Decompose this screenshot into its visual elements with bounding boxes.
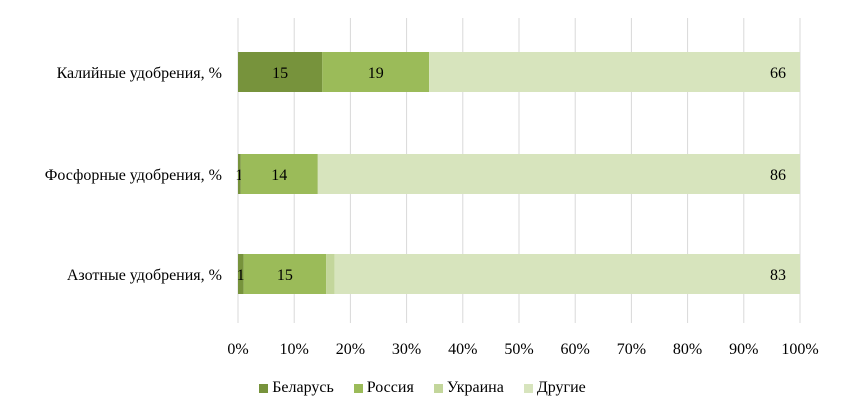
x-tick-label: 100% — [781, 341, 818, 358]
data-label: 19 — [368, 65, 384, 82]
bar-segment — [238, 254, 244, 294]
x-tick-label: 90% — [729, 341, 758, 358]
bar-segment — [322, 52, 430, 92]
x-tick-label: 60% — [561, 341, 590, 358]
data-label: 14 — [271, 167, 287, 184]
legend-item: Другие — [523, 379, 586, 397]
legend: Беларусь Россия Украина Другие — [0, 376, 845, 400]
x-tick-label: 70% — [617, 341, 646, 358]
legend-item: Украина — [433, 379, 504, 397]
legend-swatch — [433, 383, 443, 393]
category-label: Фосфорные удобрения, % — [45, 167, 222, 184]
legend-label: Беларусь — [272, 379, 334, 396]
x-tick-label: 50% — [504, 341, 533, 358]
bar-segment — [238, 52, 323, 92]
x-tick-label: 20% — [336, 341, 365, 358]
data-label: 83 — [770, 267, 786, 284]
bar-segment — [429, 52, 800, 92]
category-label: Азотные удобрения, % — [67, 267, 222, 284]
data-label: 66 — [770, 65, 786, 82]
legend-label: Украина — [446, 379, 504, 396]
category-labels: Калийные удобрения, % Фосфорные удобрения… — [45, 65, 222, 284]
x-tick-label: 10% — [280, 341, 309, 358]
x-tick-label: 40% — [448, 341, 477, 358]
data-label: 1 — [235, 167, 243, 184]
bar-segment — [317, 154, 800, 194]
legend-swatch — [259, 383, 269, 393]
legend-swatch — [523, 383, 533, 393]
legend-item: Россия — [353, 379, 414, 397]
x-axis-ticks: 0% 10% 20% 30% 40% 50% 60% 70% 80% 90% 100% — [227, 341, 818, 358]
bar-segment — [240, 154, 318, 194]
legend-label: Другие — [536, 379, 586, 396]
bars: 15 19 66 1 14 86 1 15 83 — [235, 52, 800, 294]
bar-segment — [334, 254, 800, 294]
x-tick-label: 0% — [227, 341, 248, 358]
data-label: 1 — [237, 267, 245, 284]
data-label: 86 — [770, 167, 786, 184]
x-tick-label: 30% — [392, 341, 421, 358]
data-label: 15 — [277, 267, 293, 284]
x-tick-label: 80% — [673, 341, 702, 358]
data-label: 15 — [272, 65, 288, 82]
legend-label: Россия — [366, 379, 414, 396]
legend-item: Беларусь — [259, 379, 334, 397]
bar-segment — [243, 254, 327, 294]
bar-segment — [238, 154, 241, 194]
legend-swatch — [353, 383, 363, 393]
category-label: Калийные удобрения, % — [57, 65, 222, 82]
bar-segment — [326, 254, 335, 294]
